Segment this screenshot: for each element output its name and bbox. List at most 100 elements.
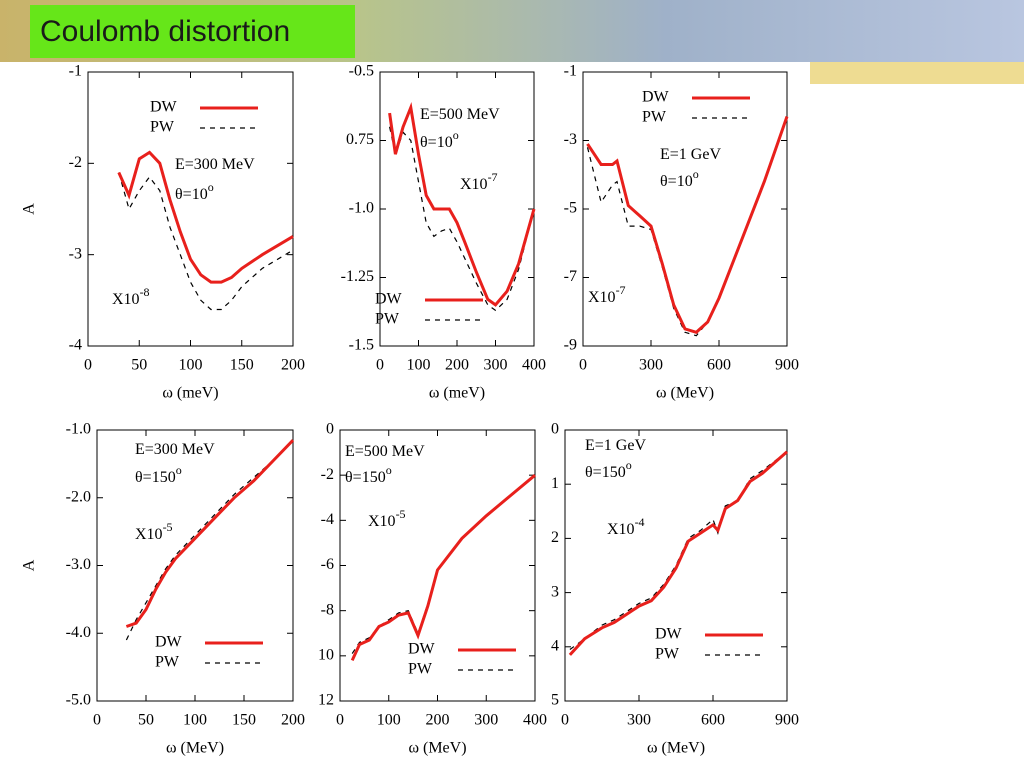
annotation-sup: -7 <box>488 170 498 184</box>
y-tick-label: -1.0 <box>66 421 91 438</box>
annotation-text: E=500 MeV <box>345 443 425 460</box>
annotation-text: X10 <box>607 521 635 538</box>
x-tick-label: 150 <box>232 712 256 729</box>
x-tick-label: 400 <box>523 712 547 729</box>
data-line <box>568 450 788 656</box>
y-tick-label: -4 <box>69 337 82 354</box>
y-tick-label: -6 <box>321 556 334 573</box>
y-tick-label: -7 <box>564 268 577 285</box>
banner-strip <box>810 62 1024 84</box>
x-tick-label: 100 <box>377 712 401 729</box>
annotation-sup: -4 <box>635 515 645 529</box>
x-tick-label: 200 <box>281 357 305 374</box>
x-tick-label: 200 <box>426 712 450 729</box>
legend-label: DW <box>155 634 183 651</box>
y-tick-label: -3 <box>69 245 82 262</box>
x-tick-label: 300 <box>639 357 663 374</box>
y-tick-label: 3 <box>551 583 559 600</box>
y-tick-label: 12 <box>318 692 334 709</box>
legend-label: PW <box>655 646 680 663</box>
annotation-sup: o <box>693 167 699 181</box>
annotation-text: θ=10 <box>660 173 693 190</box>
data-line <box>125 439 294 641</box>
annotation-sup: -8 <box>140 285 150 299</box>
x-tick-label: 900 <box>775 712 799 729</box>
annotation: θ=10o <box>660 167 699 190</box>
data-line <box>389 126 535 312</box>
x-tick-label: 0 <box>336 712 344 729</box>
annotation-sup: o <box>626 458 632 472</box>
legend-label: PW <box>642 109 667 126</box>
y-axis-label: A <box>21 203 38 215</box>
annotation-text: θ=150 <box>345 469 386 486</box>
y-tick-label: -3.0 <box>66 556 91 573</box>
annotation: X10-4 <box>607 515 645 538</box>
annotation: X10-8 <box>112 285 150 308</box>
annotation-text: E=1 GeV <box>660 146 721 163</box>
legend-label: DW <box>408 641 436 658</box>
y-tick-label: -1.5 <box>349 337 374 354</box>
annotation: E=500 MeV <box>345 443 425 460</box>
y-tick-label: 4 <box>551 637 559 654</box>
x-tick-label: 100 <box>179 357 203 374</box>
annotation: E=1 GeV <box>585 437 646 454</box>
data-line <box>117 150 294 284</box>
annotation: X10-5 <box>368 507 406 530</box>
y-tick-label: 2 <box>551 529 559 546</box>
annotation: E=500 MeV <box>420 106 500 123</box>
x-tick-label: 100 <box>407 357 431 374</box>
y-tick-label: -1.25 <box>341 268 374 285</box>
annotation-text: θ=10 <box>175 186 208 203</box>
y-axis-label: A <box>21 559 38 571</box>
annotation: E=300 MeV <box>135 441 215 458</box>
annotation: θ=10o <box>420 128 459 151</box>
data-line <box>118 172 294 311</box>
annotation-text: E=300 MeV <box>175 156 255 173</box>
y-tick-label: 10 <box>318 647 334 664</box>
x-tick-label: 400 <box>522 357 546 374</box>
x-tick-label: 200 <box>445 357 469 374</box>
annotation: X10-7 <box>460 170 498 193</box>
annotation-text: X10 <box>112 291 140 308</box>
x-tick-label: 300 <box>627 712 651 729</box>
y-tick-label: -2.0 <box>66 488 91 505</box>
annotation-sup: o <box>386 463 392 477</box>
plot-frame <box>564 429 788 702</box>
data-line <box>586 116 789 334</box>
data-line <box>569 451 788 650</box>
x-tick-label: 50 <box>131 357 147 374</box>
y-tick-label: -2 <box>69 154 82 171</box>
legend-label: DW <box>150 99 178 116</box>
annotation-text: E=1 GeV <box>585 437 646 454</box>
y-tick-label: -0.5 <box>349 63 374 80</box>
y-tick-label: -4.0 <box>66 624 91 641</box>
y-tick-label: -1.0 <box>349 200 374 217</box>
annotation-sup: o <box>176 463 182 477</box>
x-axis-label: ω (MeV) <box>656 385 714 402</box>
legend-label: DW <box>655 626 683 643</box>
annotation-text: E=500 MeV <box>420 106 500 123</box>
x-tick-label: 300 <box>474 712 498 729</box>
x-tick-label: 100 <box>183 712 207 729</box>
annotation-text: X10 <box>135 526 163 543</box>
data-line <box>125 439 295 628</box>
x-tick-label: 0 <box>376 357 384 374</box>
y-tick-label: -2 <box>321 466 334 483</box>
x-tick-label: 200 <box>281 712 305 729</box>
x-tick-label: 0 <box>84 357 92 374</box>
annotation-sup: -5 <box>163 520 173 534</box>
annotation: E=1 GeV <box>660 146 721 163</box>
y-tick-label: -3 <box>564 131 577 148</box>
legend-label: DW <box>642 89 670 106</box>
x-axis-label: ω (MeV) <box>647 740 705 757</box>
annotation: θ=150o <box>585 458 632 481</box>
annotation-sup: o <box>208 180 214 194</box>
x-axis-label: ω (meV) <box>162 385 218 402</box>
x-tick-label: 600 <box>701 712 725 729</box>
x-axis-label: ω (MeV) <box>408 740 466 757</box>
y-tick-label: 0 <box>551 421 559 438</box>
annotation-text: θ=150 <box>135 469 176 486</box>
annotation: θ=150o <box>135 463 182 486</box>
y-tick-label: -8 <box>321 601 334 618</box>
annotation-text: X10 <box>460 176 488 193</box>
